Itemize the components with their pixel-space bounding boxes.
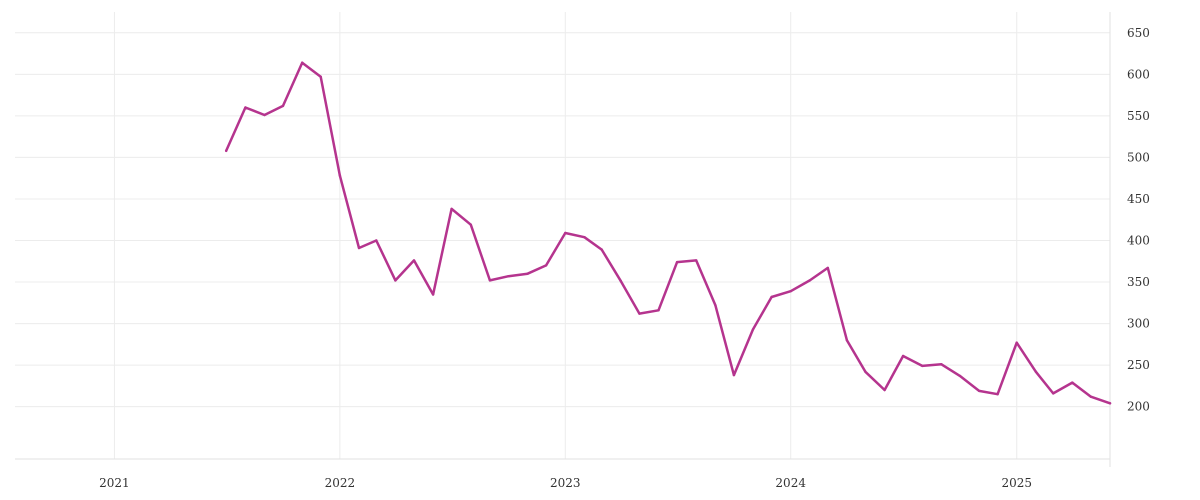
data-point	[544, 264, 548, 267]
y-tick-label: 550	[1127, 109, 1150, 123]
data-point	[977, 389, 981, 393]
data-point	[244, 106, 247, 109]
data-point	[450, 207, 453, 211]
data-point	[1071, 381, 1074, 384]
x-tick-labels: 2021 2022 2023 2024 2025	[99, 476, 1032, 490]
data-point	[958, 374, 962, 378]
data-point	[600, 248, 603, 251]
y-tick-label: 450	[1127, 192, 1150, 206]
y-tick-label: 350	[1127, 275, 1150, 289]
data-point	[564, 231, 567, 235]
data-point	[225, 149, 228, 152]
data-point	[883, 388, 886, 392]
series-points	[225, 61, 1112, 405]
data-point	[695, 259, 698, 262]
data-point	[431, 293, 435, 296]
horizontal-gridlines	[15, 32, 1110, 408]
data-point	[469, 223, 472, 226]
series-line	[224, 61, 1112, 405]
data-point	[375, 239, 378, 242]
data-point	[1015, 341, 1018, 344]
data-point	[281, 104, 285, 108]
y-tick-labels: 200 250 300 350 400 450 500 550 600 650	[1127, 26, 1150, 414]
data-point	[996, 393, 999, 396]
x-tick-label: 2023	[550, 476, 581, 490]
data-point	[263, 113, 266, 117]
data-point	[638, 312, 641, 315]
data-point	[808, 279, 811, 282]
y-tick-label: 400	[1127, 233, 1150, 247]
data-point	[770, 295, 773, 299]
data-point	[675, 260, 679, 264]
data-point	[1052, 392, 1055, 395]
data-point	[826, 266, 829, 270]
data-point	[1089, 395, 1093, 398]
x-tick-label: 2024	[775, 476, 806, 490]
x-tick-label: 2022	[325, 476, 356, 490]
data-point	[412, 259, 416, 262]
data-point	[1034, 370, 1038, 373]
data-point	[751, 328, 755, 331]
data-point	[1108, 402, 1112, 405]
data-point	[583, 236, 586, 239]
data-point	[940, 363, 943, 366]
data-point	[732, 373, 736, 377]
data-point	[714, 304, 717, 307]
y-tick-label: 600	[1127, 67, 1150, 81]
data-point	[619, 280, 623, 283]
data-point	[301, 61, 304, 64]
y-tick-label: 650	[1127, 26, 1150, 40]
data-point	[864, 370, 867, 373]
y-tick-label: 300	[1127, 317, 1150, 331]
y-tick-label: 200	[1127, 400, 1150, 414]
data-point	[394, 279, 397, 282]
vertical-gridlines	[113, 12, 1018, 459]
x-tick-label: 2021	[99, 476, 130, 490]
data-point	[488, 279, 492, 282]
data-point	[357, 246, 361, 250]
data-point	[338, 174, 342, 177]
data-point	[507, 275, 510, 278]
y-tick-label: 500	[1127, 150, 1150, 164]
y-tick-label: 250	[1127, 358, 1150, 372]
data-point	[921, 364, 924, 368]
data-point	[657, 309, 660, 312]
data-point	[319, 75, 322, 79]
x-tick-label: 2025	[1001, 476, 1032, 490]
data-point	[789, 290, 792, 293]
data-point	[526, 272, 529, 275]
data-point	[845, 339, 849, 342]
data-point	[901, 354, 905, 358]
